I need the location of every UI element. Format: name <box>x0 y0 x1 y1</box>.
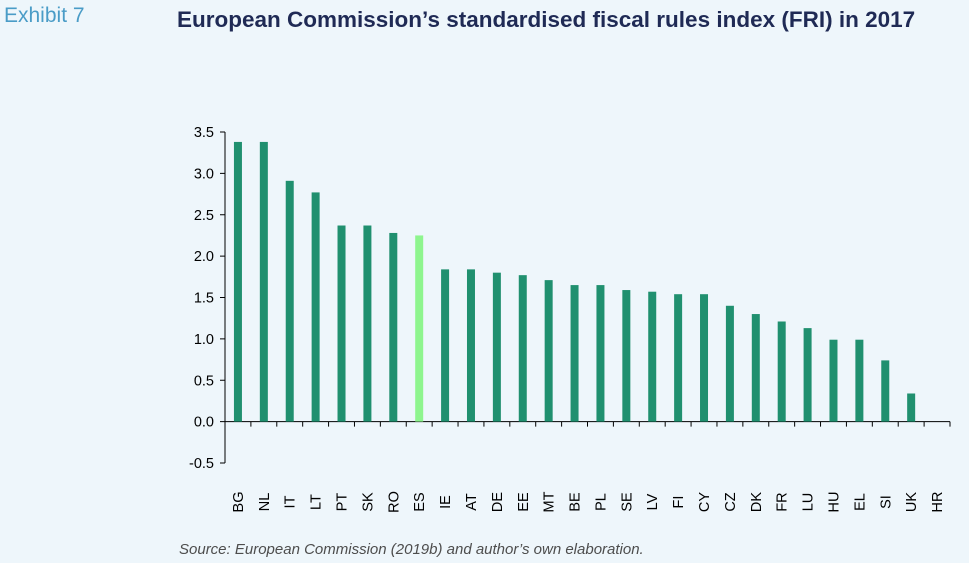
x-tick-label-at: AT <box>464 493 480 511</box>
x-tick-label-it: IT <box>283 495 299 508</box>
bar-ro <box>389 232 398 422</box>
chart-title: European Commission’s standardised fisca… <box>177 7 916 32</box>
y-tick-label: 3.0 <box>194 166 214 182</box>
bar-ee <box>518 275 527 422</box>
x-tick-label-lt: LT <box>309 494 325 510</box>
bar-mt <box>544 280 553 422</box>
y-tick-label: -0.5 <box>189 456 214 472</box>
source-note: Source: European Commission (2019b) and … <box>179 541 644 558</box>
x-tick-label-lv: LV <box>645 493 661 510</box>
x-tick-labels: BG NL IT LT PT SK RO ES IE AT DE EE MT BE PL SE LV FI CY CZ… <box>231 491 946 513</box>
bar-lt <box>311 192 320 422</box>
x-tick-label-fi: FI <box>671 496 687 509</box>
x-tick-label-ee: EE <box>516 492 532 512</box>
bar-uk <box>907 393 916 422</box>
x-tick-label-dk: DK <box>749 492 765 512</box>
bar-cy <box>700 294 709 422</box>
x-tick-label-fr: FR <box>775 492 791 511</box>
bar-bg <box>233 141 242 422</box>
bar-ie <box>441 269 450 422</box>
bar-nl <box>259 141 268 422</box>
bar-lv <box>648 291 657 422</box>
x-tick-label-ie: IE <box>438 495 454 509</box>
y-tick-label: 0.5 <box>194 373 214 389</box>
x-tick-label-bg: BG <box>231 492 247 513</box>
x-tick-label-hu: HU <box>826 492 842 513</box>
bar-pt <box>337 225 346 422</box>
bar-si <box>881 360 890 422</box>
bar-at <box>466 269 475 422</box>
x-tick-label-hr: HR <box>930 492 946 513</box>
bar-cz <box>725 305 734 422</box>
y-tick-label: 0.0 <box>194 415 214 431</box>
chart-bars <box>233 141 916 422</box>
x-tick-label-si: SI <box>878 495 894 509</box>
x-tick-label-uk: UK <box>904 492 920 512</box>
bar-it <box>285 180 294 422</box>
bar-be <box>570 285 579 422</box>
x-tick-label-nl: NL <box>257 493 273 512</box>
y-tick-label: 1.5 <box>194 291 214 307</box>
y-tick-label: 1.0 <box>194 332 214 348</box>
x-tick-label-pt: PT <box>335 493 351 512</box>
x-tick-label-pl: PL <box>593 493 609 511</box>
bar-de <box>492 272 501 422</box>
bar-hu <box>829 339 838 422</box>
x-tick-label-se: SE <box>619 492 635 512</box>
bar-lu <box>803 328 812 422</box>
bar-fi <box>674 294 683 422</box>
y-tick-label: 3.5 <box>194 125 214 141</box>
bar-sk <box>363 225 372 422</box>
bar-es <box>415 235 424 422</box>
x-tick-label-sk: SK <box>360 492 376 512</box>
x-tick-label-ro: RO <box>386 491 402 513</box>
chart-axes <box>220 131 951 464</box>
x-tick-label-mt: MT <box>542 491 558 512</box>
y-tick-label: 2.5 <box>194 208 214 224</box>
exhibit-label: Exhibit 7 <box>4 4 85 27</box>
bar-chart: 3.5 3.0 2.5 2.0 1.5 1.0 0.5 0.0 -0.5 BG NL IT LT PT S… <box>189 125 951 513</box>
x-tick-label-be: BE <box>568 492 584 512</box>
x-tick-label-cy: CY <box>697 492 713 512</box>
y-tick-labels: 3.5 3.0 2.5 2.0 1.5 1.0 0.5 0.0 -0.5 <box>189 125 214 472</box>
bar-dk <box>751 314 760 422</box>
x-tick-label-es: ES <box>412 492 428 511</box>
bar-el <box>855 339 864 422</box>
bar-pl <box>596 285 605 422</box>
bar-se <box>622 290 631 422</box>
y-tick-label: 2.0 <box>194 249 214 265</box>
x-tick-label-lu: LU <box>801 493 817 512</box>
bar-fr <box>777 321 786 422</box>
x-tick-label-de: DE <box>490 492 506 512</box>
x-tick-label-el: EL <box>852 493 868 511</box>
x-tick-label-cz: CZ <box>723 492 739 511</box>
